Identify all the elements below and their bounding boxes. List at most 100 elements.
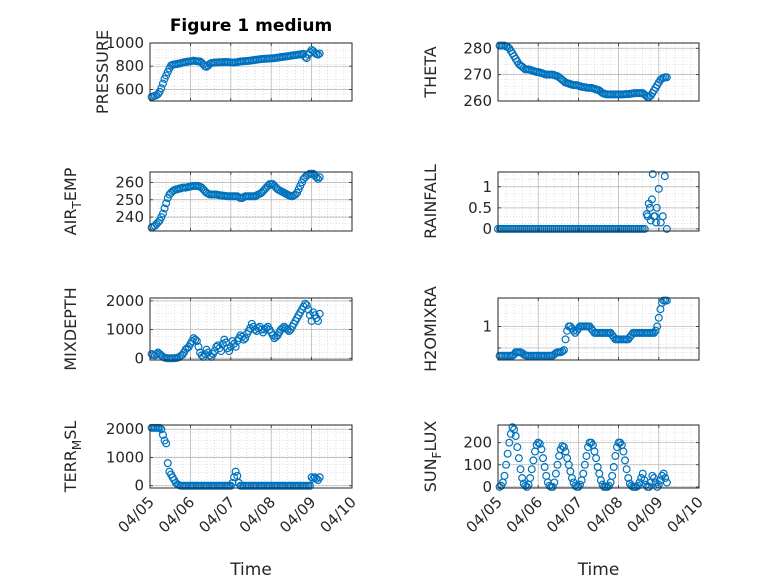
axes-theta: 260 270 280 THETA (421, 39, 700, 110)
rainfall-data-point (640, 224, 649, 233)
terr-msl-xlabel: Time (229, 560, 272, 580)
terr-msl-ytick-label: 1000 (106, 448, 144, 466)
air-temp-data-point (162, 199, 171, 208)
sun-flux-axes-box (497, 424, 700, 489)
h2omixra-ylabel: H2OMIXRA (421, 286, 440, 372)
sun-flux-data-point (611, 451, 620, 460)
rainfall-ytick-label: 0 (482, 220, 492, 238)
air-temp-data-point (158, 209, 167, 218)
theta-ylabel: THETA (421, 46, 440, 98)
terr-msl-xtick-label: 04/10 (317, 493, 360, 536)
mixdepth-axes-box (149, 297, 353, 361)
terr-msl-data-point (157, 425, 166, 434)
sun-flux-series (495, 423, 671, 491)
mixdepth-ytick-label: 0 (134, 349, 144, 367)
sun-flux-xtick-label: 04/08 (583, 493, 626, 536)
pressure-axes-box (149, 42, 353, 102)
rainfall-axes-box (497, 171, 700, 232)
pressure-ytick-label: 600 (115, 80, 144, 98)
sun-flux-data-point (518, 474, 527, 483)
mixdepth-data-point (315, 309, 324, 318)
h2omixra-ytick-label: 1 (482, 317, 492, 335)
mixdepth-data-point (191, 335, 200, 344)
terr-msl-series (147, 423, 324, 490)
sun-flux-data-point (624, 474, 633, 483)
air-temp-ylabel: AIRTEMP (61, 167, 84, 235)
air-temp-data-point (160, 204, 169, 213)
sun-flux-data-point (522, 482, 531, 491)
air-temp-ytick-label: 250 (115, 191, 144, 209)
pressure-data-point (158, 79, 167, 88)
mixdepth-data-point (231, 342, 240, 351)
sun-flux-ylabel-sub: F (430, 451, 444, 458)
rainfall-data-point (662, 224, 671, 233)
terr-msl-ylabel-part: TERR (61, 450, 80, 493)
sun-flux-data-point (608, 471, 617, 480)
air-temp-ytick-label: 240 (115, 208, 144, 226)
sun-flux-data-point (622, 465, 631, 474)
sun-flux-ylabel-rest: LUX (421, 421, 440, 452)
mixdepth-series (147, 299, 324, 363)
air-temp-data-point (312, 173, 321, 182)
terr-msl-data-point (315, 473, 324, 482)
air-temp-ytick-label: 260 (115, 173, 144, 191)
sun-flux-xtick-label: 04/10 (664, 493, 707, 536)
sun-flux-data-point (596, 476, 605, 485)
sun-flux-data-point (609, 463, 618, 472)
air-temp-axes-box (149, 171, 353, 232)
mixdepth-data-point (302, 301, 311, 310)
sun-flux-data-point (505, 438, 514, 447)
air-temp-ylabel-rest: EMP (61, 167, 80, 201)
sun-flux-data-point (540, 463, 549, 472)
rainfall-data-point (651, 218, 660, 227)
h2omixra-data-point (651, 326, 660, 335)
sun-flux-data-point (550, 478, 559, 487)
terr-msl-data-point (162, 439, 171, 448)
rainfall-data-point (654, 184, 663, 193)
sun-flux-data-point (648, 471, 657, 480)
pressure-data-point (154, 90, 163, 99)
terr-msl-ylabel-sub: M (70, 440, 84, 450)
sun-flux-data-point (582, 451, 591, 460)
terr-msl-axes-box (149, 424, 353, 489)
pressure-data-point (157, 84, 166, 93)
terr-msl-xtick-label: 04/05 (115, 493, 158, 536)
rainfall-data-point (648, 170, 657, 179)
mixdepth-ytick-label: 1000 (106, 321, 144, 339)
mixdepth-data-point (194, 342, 203, 351)
sun-flux-data-point (535, 439, 544, 448)
terr-msl-xtick-label: 04/06 (155, 493, 198, 536)
sun-flux-data-point (653, 482, 662, 491)
terr-msl-data-point (233, 471, 242, 480)
theta-series (495, 41, 671, 102)
sun-flux-data-point (580, 460, 589, 469)
h2omixra-axes-box (497, 297, 700, 361)
terr-msl-data-point (155, 423, 164, 432)
h2omixra-data-point (561, 335, 570, 344)
sun-flux-data-point (537, 445, 546, 454)
h2omixra-data-point (649, 328, 658, 337)
mixdepth-data-point (192, 337, 201, 346)
air-temp-data-point (315, 173, 324, 182)
terr-msl-ytick-label: 2000 (106, 420, 144, 438)
sun-flux-data-point (500, 471, 509, 480)
mixdepth-data-point (314, 316, 323, 325)
axes-sun-flux: 0 100 200 SUNFLUX 04/0504/0604/0704/0804/090… (421, 421, 707, 580)
terr-msl-data-point (231, 467, 240, 476)
h2omixra-series (495, 296, 671, 360)
rainfall-ytick-label: 1 (482, 178, 492, 196)
sun-flux-data-point (579, 469, 588, 478)
h2omixra-data-point (558, 347, 567, 356)
pressure-ytick-label: 1000 (106, 34, 144, 52)
terr-msl-data-point (163, 459, 172, 468)
sun-flux-ytick-label: 0 (482, 478, 492, 496)
sun-flux-data-point (659, 469, 668, 478)
sun-flux-data-point (619, 447, 628, 456)
terr-msl-ytick-label: 0 (134, 477, 144, 495)
sun-flux-data-point (511, 432, 520, 441)
sun-flux-data-point (621, 456, 630, 465)
h2omixra-data-point (559, 346, 568, 355)
rainfall-data-point (660, 172, 669, 181)
